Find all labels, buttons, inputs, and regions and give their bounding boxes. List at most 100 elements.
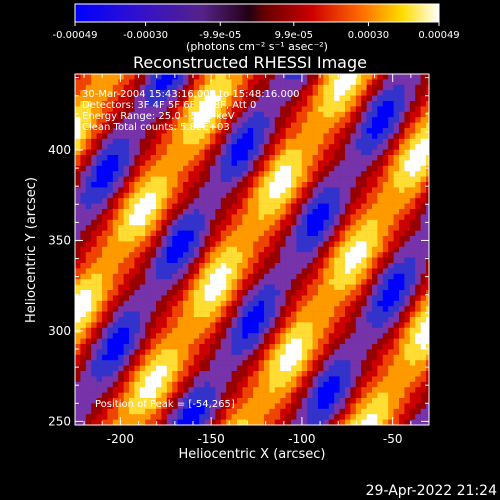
heatmap-cell xyxy=(301,408,308,415)
heatmap-cell xyxy=(199,263,205,269)
heatmap-cell xyxy=(85,300,92,307)
heatmap-cell xyxy=(318,300,324,307)
heatmap-cell xyxy=(193,144,200,150)
heatmap-cell xyxy=(231,128,238,134)
heatmap-cell xyxy=(399,171,405,177)
heatmap-cell xyxy=(269,155,276,161)
heatmap-cell xyxy=(199,387,205,393)
heatmap-cell xyxy=(237,344,243,350)
heatmap-cell xyxy=(75,376,81,383)
heatmap-cell xyxy=(85,122,92,129)
heatmap-cell xyxy=(188,106,195,113)
heatmap-cell xyxy=(75,160,81,167)
heatmap-cell xyxy=(339,182,346,188)
heatmap-cell xyxy=(75,192,81,199)
heatmap-cell xyxy=(372,171,378,177)
heatmap-cell xyxy=(415,182,421,188)
heatmap-cell xyxy=(210,387,216,393)
heatmap-cell xyxy=(215,290,222,296)
heatmap-cell xyxy=(328,284,335,291)
heatmap-cell xyxy=(296,273,303,280)
heatmap-cell xyxy=(247,387,254,393)
heatmap-cell xyxy=(323,371,330,377)
heatmap-cell xyxy=(339,203,346,210)
heatmap-cell xyxy=(426,344,429,350)
heatmap-cell xyxy=(264,187,270,194)
heatmap-cell xyxy=(415,322,421,329)
heatmap-cell xyxy=(220,263,227,269)
heatmap-cell xyxy=(91,327,97,334)
heatmap-cell xyxy=(193,392,200,399)
heatmap-cell xyxy=(264,101,270,107)
heatmap-cell xyxy=(204,74,211,80)
heatmap-cell xyxy=(161,209,168,215)
heatmap-cell xyxy=(204,387,211,393)
heatmap-cell xyxy=(393,381,400,388)
heatmap-cell xyxy=(312,354,319,361)
heatmap-cell xyxy=(264,133,270,140)
heatmap-cell xyxy=(269,203,276,210)
heatmap-cell xyxy=(134,225,141,231)
heatmap-cell xyxy=(75,90,81,96)
heatmap-cell xyxy=(328,252,335,258)
heatmap-cell xyxy=(274,101,281,107)
heatmap-cell xyxy=(123,273,130,280)
heatmap-cell xyxy=(328,225,335,231)
heatmap-cell xyxy=(237,117,243,123)
heatmap-cell xyxy=(188,306,195,312)
heatmap-cell xyxy=(280,317,286,323)
heatmap-cell xyxy=(220,279,227,285)
heatmap-cell xyxy=(296,187,303,194)
heatmap-cell xyxy=(382,338,389,345)
heatmap-cell xyxy=(161,246,168,253)
heatmap-cell xyxy=(426,182,429,188)
heatmap-cell xyxy=(377,300,384,307)
heatmap-cell xyxy=(123,419,130,425)
heatmap-cell xyxy=(307,117,313,123)
heatmap-cell xyxy=(312,268,319,275)
heatmap-cell xyxy=(237,376,243,383)
heatmap-cell xyxy=(355,419,362,425)
heatmap-cell xyxy=(420,273,427,280)
heatmap-cell xyxy=(204,354,211,361)
heatmap-cell xyxy=(296,387,303,393)
heatmap-cell xyxy=(156,300,162,307)
heatmap-cell xyxy=(156,144,162,150)
heatmap-cell xyxy=(188,419,195,425)
heatmap-cell xyxy=(404,349,411,356)
heatmap-cell xyxy=(372,84,378,91)
heatmap-cell xyxy=(366,408,373,415)
heatmap-cell xyxy=(264,198,270,204)
heatmap-cell xyxy=(291,219,297,226)
heatmap-cell xyxy=(409,376,416,383)
heatmap-cell xyxy=(274,360,281,366)
heatmap-cell xyxy=(307,144,313,150)
heatmap-cell xyxy=(129,246,135,253)
heatmap-cell xyxy=(166,101,173,107)
heatmap-cell xyxy=(134,273,141,280)
heatmap-cell xyxy=(264,176,270,183)
heatmap-cell xyxy=(215,128,222,134)
y-tick-label: 250 xyxy=(48,414,71,428)
heatmap-cell xyxy=(161,133,168,140)
heatmap-cell xyxy=(166,414,173,420)
heatmap-cell xyxy=(85,90,92,96)
heatmap-cell xyxy=(420,284,427,291)
heatmap-cell xyxy=(328,295,335,302)
heatmap-cell xyxy=(393,263,400,269)
heatmap-cell xyxy=(361,263,367,269)
heatmap-cell xyxy=(210,263,216,269)
heatmap-cell xyxy=(345,408,351,415)
heatmap-cell xyxy=(274,122,281,129)
heatmap-cell xyxy=(328,79,335,86)
heatmap-cell xyxy=(253,203,259,210)
heatmap-cell xyxy=(382,176,389,183)
heatmap-cell xyxy=(96,214,103,221)
heatmap-cell xyxy=(301,128,308,134)
heatmap-cell xyxy=(134,398,141,404)
heatmap-cell xyxy=(145,252,151,258)
heatmap-cell xyxy=(193,165,200,172)
heatmap-cell xyxy=(264,268,270,275)
heatmap-cell xyxy=(220,198,227,204)
heatmap-cell xyxy=(118,257,124,264)
